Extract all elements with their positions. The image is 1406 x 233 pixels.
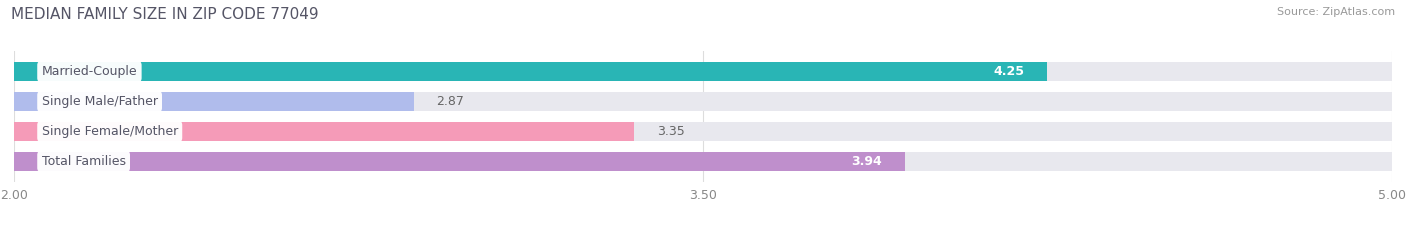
Text: 3.35: 3.35: [657, 125, 685, 138]
Text: MEDIAN FAMILY SIZE IN ZIP CODE 77049: MEDIAN FAMILY SIZE IN ZIP CODE 77049: [11, 7, 319, 22]
Bar: [14, 92, 413, 111]
Bar: [14, 152, 905, 171]
Bar: [14, 152, 1392, 171]
Text: Source: ZipAtlas.com: Source: ZipAtlas.com: [1277, 7, 1395, 17]
Bar: [14, 62, 1392, 81]
Text: Total Families: Total Families: [42, 155, 125, 168]
Text: 3.94: 3.94: [852, 155, 882, 168]
Bar: [14, 92, 1392, 111]
Text: Single Male/Father: Single Male/Father: [42, 95, 157, 108]
Bar: [14, 122, 1392, 141]
Text: 4.25: 4.25: [994, 65, 1025, 78]
Text: 2.87: 2.87: [437, 95, 464, 108]
Text: Married-Couple: Married-Couple: [42, 65, 138, 78]
Bar: [14, 122, 634, 141]
Text: Single Female/Mother: Single Female/Mother: [42, 125, 179, 138]
Bar: [14, 62, 1047, 81]
